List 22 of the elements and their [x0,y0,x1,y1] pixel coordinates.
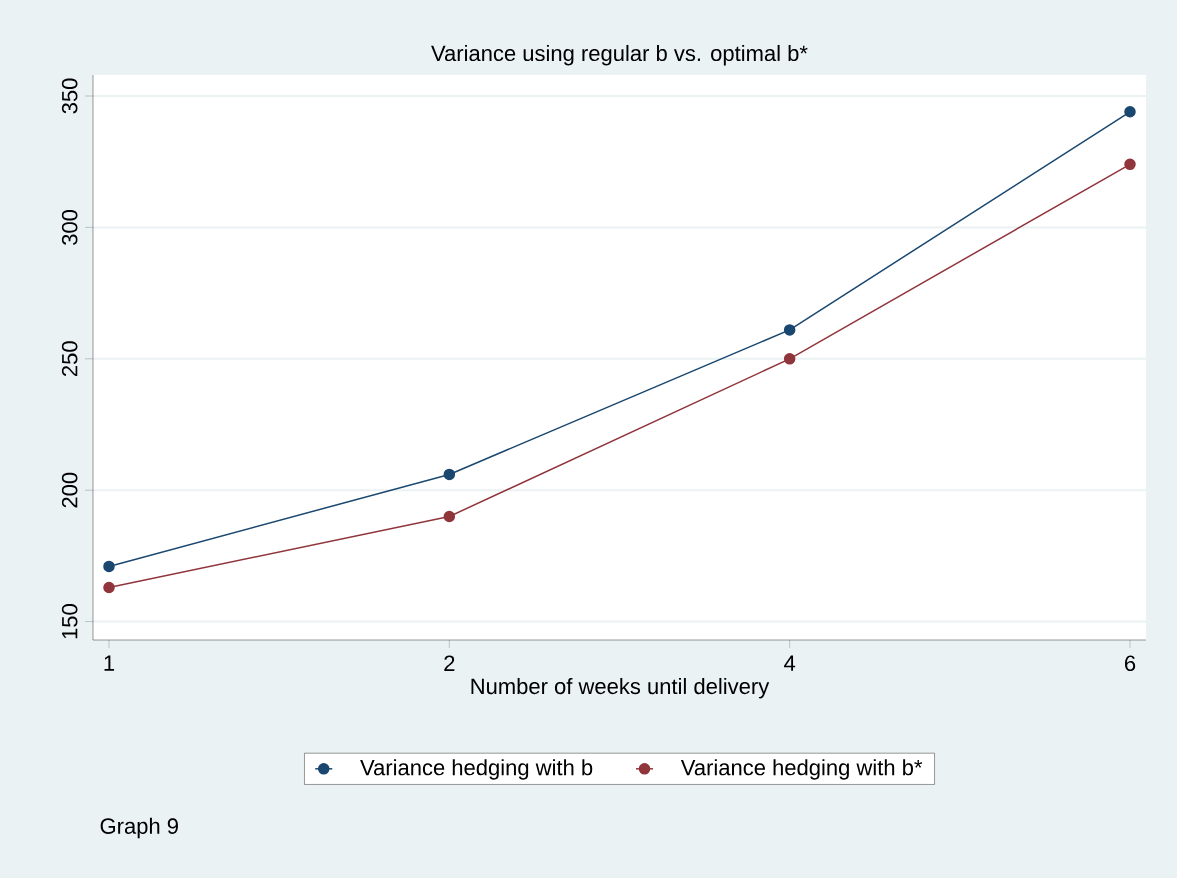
x-tick-label: 6 [1125,655,1136,672]
x-axis-title: Number of weeks until delivery [471,677,770,699]
point [1124,158,1136,171]
point [103,560,115,573]
point [783,324,796,336]
x-tick-label: 2 [444,655,455,671]
y-tick-label: 300 [61,209,78,245]
caption: Graph 9 [100,817,178,839]
y-tick-label: 150 [61,604,78,639]
point [443,468,456,481]
y-tick-label: 350 [61,78,78,114]
x-tick-label: 4 [784,655,796,671]
point [443,510,456,523]
legend-label: Variance hedging with b* [680,759,923,780]
y-tick-label: 200 [61,472,78,508]
x-tick-label: 1 [104,655,115,671]
chart-title: Variance using regular b vs. optimal b* [431,44,808,66]
point [1124,106,1136,118]
y-tick-label: 250 [61,341,78,377]
point [103,581,115,594]
legend-label: Variance hedging with b [360,759,593,780]
point [783,353,796,365]
